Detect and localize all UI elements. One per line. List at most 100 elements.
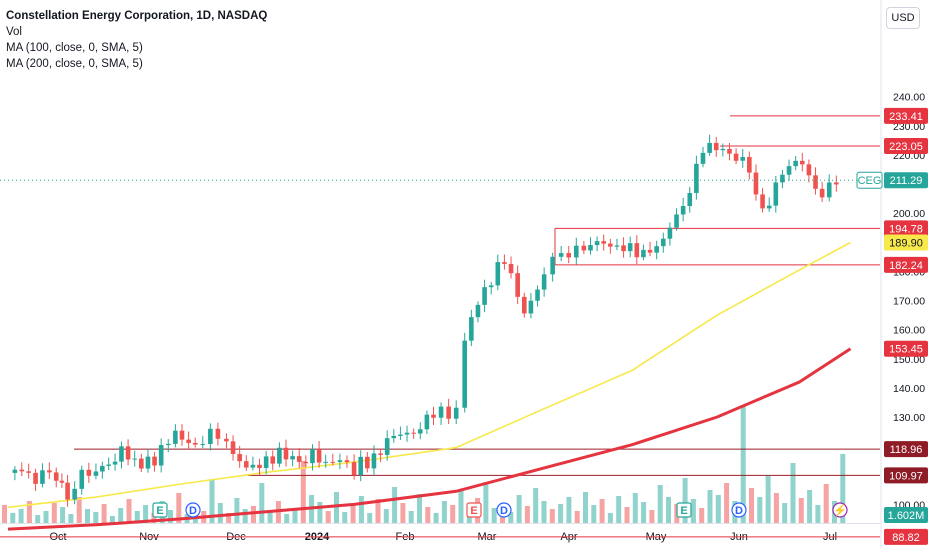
level-badge-label: 88.82 (892, 532, 920, 544)
volume-bar (666, 497, 671, 523)
candles (12, 134, 839, 507)
candle-body (139, 458, 144, 469)
dividend-marker-circle (185, 502, 201, 518)
y-tick-label: 200.00 (893, 208, 925, 220)
candle-body (573, 245, 579, 258)
level-badge-label: 223.05 (889, 141, 923, 153)
candle-body (243, 461, 249, 468)
dividend-marker-circle (731, 502, 747, 518)
volume-bar (690, 499, 696, 523)
candle-body (601, 241, 607, 244)
earnings-marker-box (152, 502, 168, 518)
candle-body (165, 443, 171, 446)
earnings-marker-box (466, 502, 482, 518)
symbol-tag-box (856, 171, 883, 189)
earnings-marker-box (676, 502, 692, 518)
candle-body (508, 263, 514, 274)
candle-body (86, 469, 92, 476)
candle-body (179, 430, 185, 440)
volume-bar (441, 501, 447, 523)
candle-body (594, 241, 600, 246)
candle-body (378, 453, 383, 455)
candle-body (290, 456, 295, 460)
candle-body (733, 153, 739, 161)
volume-bar (682, 478, 688, 523)
volume-bar (2, 505, 7, 523)
volume-bar (657, 485, 663, 523)
ma100-badge-label: 189.90 (889, 238, 923, 250)
ma200-badge-label: 153.45 (889, 344, 923, 356)
candle-body (558, 253, 564, 257)
candle-body (215, 428, 221, 439)
candle-body (106, 464, 112, 466)
candle-body (391, 435, 397, 439)
candle-body (740, 157, 746, 161)
y-tick-label: 150.00 (893, 354, 925, 366)
volume-bar (607, 513, 613, 523)
level-badge-box (884, 107, 928, 124)
volume-bar (35, 515, 41, 523)
level-badge: 233.41 (884, 107, 928, 124)
event-marker-label: E (156, 505, 163, 517)
candle-body (371, 453, 377, 469)
candle-body (404, 432, 410, 435)
volume-bar (101, 504, 107, 523)
volume-bar (740, 405, 746, 523)
volume-bar (624, 507, 630, 523)
event-marker-label: D (189, 505, 197, 517)
currency-button[interactable]: USD (886, 7, 920, 29)
event-marker: ⚡ (832, 502, 848, 518)
candle-body (535, 289, 540, 301)
candle-body (431, 414, 436, 418)
candle-body (303, 461, 309, 464)
volume-bar (417, 494, 422, 523)
candle-body (53, 472, 59, 481)
level-badge-box (884, 528, 928, 545)
candle-body (647, 249, 653, 253)
candle-body (660, 238, 666, 247)
candle-body (33, 472, 38, 484)
y-tick-label: 160.00 (893, 325, 925, 337)
candle-body (411, 432, 416, 434)
candle-body (158, 445, 164, 466)
volume-bar (433, 513, 439, 523)
volume-bar (217, 503, 223, 523)
ma100-badge-box (884, 234, 928, 251)
candle-body (283, 447, 289, 460)
candle-body (713, 142, 719, 151)
volume-bar (375, 499, 381, 523)
candle-body (344, 460, 350, 463)
volume-bar (226, 513, 232, 523)
volume-bar (558, 504, 564, 523)
volume-bar (483, 482, 489, 523)
volume-bar (209, 479, 215, 523)
y-tick-label: 240.00 (893, 92, 925, 104)
candle-body (72, 488, 77, 500)
volume-bar (749, 488, 754, 523)
candle-body (337, 460, 343, 462)
candle-body (700, 152, 706, 164)
candle-body (654, 246, 659, 253)
candle-body (641, 249, 646, 258)
dividend-marker-circle (832, 502, 848, 518)
legend-ma200: MA (200, close, 0, SMA, 5) (6, 58, 143, 70)
candle-body (125, 446, 131, 460)
y-tick-label: 140.00 (893, 383, 925, 395)
candle-body (799, 160, 805, 165)
candle-body (550, 256, 555, 275)
candle-body (793, 160, 798, 167)
candle-body (47, 470, 52, 473)
volume-bar (234, 498, 240, 523)
volume-bar (134, 511, 140, 523)
candle-body (398, 434, 403, 436)
candle-body (674, 214, 679, 228)
candle-body (834, 182, 839, 185)
candle-body (224, 438, 229, 442)
event-marker: E (466, 502, 482, 518)
last-price-badge-box (884, 172, 928, 189)
volume-bar (566, 497, 572, 523)
volume-bar (242, 509, 248, 523)
volume-bar (840, 454, 846, 523)
